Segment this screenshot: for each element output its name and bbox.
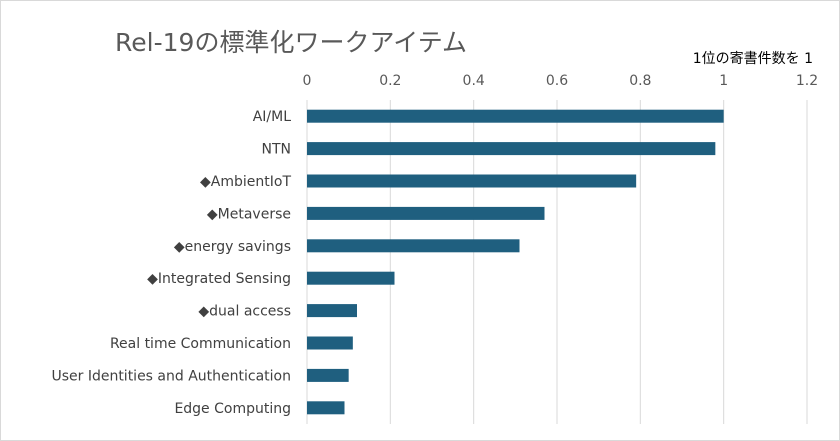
bar xyxy=(307,401,345,415)
category-label: NTN xyxy=(262,142,292,158)
category-label: User Identities and Authentication xyxy=(51,368,291,384)
x-tick-label: 0.4 xyxy=(463,73,485,89)
bar xyxy=(307,206,545,220)
bar xyxy=(307,109,724,123)
x-tick-label: 1.2 xyxy=(796,73,818,89)
x-tick-label: 1 xyxy=(719,73,728,89)
bar xyxy=(307,239,520,253)
bar xyxy=(307,271,395,285)
category-label: Real time Communication xyxy=(110,336,291,352)
x-tick-label: 0 xyxy=(303,73,312,89)
x-tick-label: 0.8 xyxy=(629,73,651,89)
chart-title: Rel-19の標準化ワークアイテム xyxy=(115,28,467,57)
category-label: ◆energy savings xyxy=(174,239,291,255)
bar xyxy=(307,336,353,350)
x-tick-label: 0.6 xyxy=(546,73,568,89)
bar xyxy=(307,304,357,318)
bar xyxy=(307,142,716,156)
category-label: AI/ML xyxy=(253,109,292,125)
bar xyxy=(307,368,349,382)
category-label: Edge Computing xyxy=(174,401,291,417)
category-label: ◆dual access xyxy=(198,304,291,320)
category-label: ◆AmbientIoT xyxy=(200,174,291,190)
x-tick-label: 0.2 xyxy=(379,73,401,89)
axis-note: 1位の寄書件数を 1 xyxy=(692,51,813,67)
category-label: ◆Integrated Sensing xyxy=(147,271,291,287)
bar xyxy=(307,174,637,188)
category-label: ◆Metaverse xyxy=(207,206,291,222)
